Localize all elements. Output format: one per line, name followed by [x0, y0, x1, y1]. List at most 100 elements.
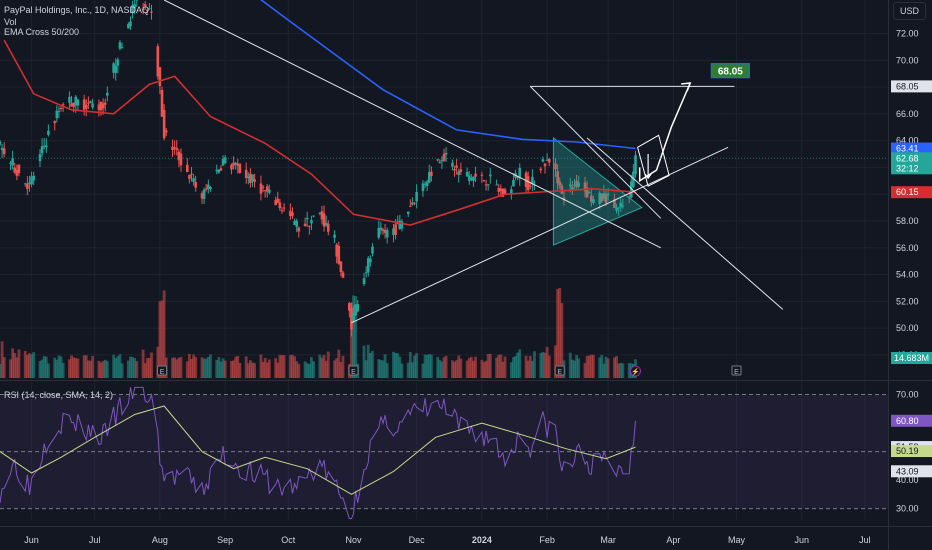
volume-bar	[249, 360, 252, 378]
ema-legend[interactable]: EMA Cross 50/200	[4, 27, 80, 37]
rsi-legend[interactable]: RSI (14, close, SMA, 14, 2)	[4, 390, 114, 400]
candle-body	[453, 168, 456, 171]
candle-body	[82, 99, 86, 110]
candle-body	[392, 228, 395, 235]
candle-body	[26, 183, 29, 189]
volume-bar	[297, 363, 301, 378]
candle-body	[369, 258, 372, 263]
candle-body	[348, 303, 351, 311]
candle-body	[394, 224, 397, 235]
volume-bar	[282, 355, 286, 378]
ema200-line	[259, 0, 636, 150]
time-axis-label: May	[728, 535, 746, 545]
rsi-value-tag-bg	[891, 414, 932, 427]
candle-body	[326, 223, 330, 232]
candle-body	[38, 154, 42, 162]
target-label-box	[710, 63, 750, 79]
volume-bar	[324, 360, 328, 378]
volume-bar	[97, 360, 101, 378]
candle-body	[234, 162, 237, 165]
candle-body	[423, 183, 427, 185]
volume-bar	[556, 289, 560, 378]
volume-bar	[516, 352, 520, 378]
price-tick: 58.00	[896, 216, 919, 226]
volume-bar	[253, 363, 257, 378]
rsi-sma-line	[0, 405, 636, 495]
volume-bar	[606, 358, 610, 378]
candle-body	[30, 176, 33, 185]
volume-bar	[261, 361, 265, 378]
candle-body	[615, 207, 618, 211]
earnings-marker[interactable]	[554, 365, 565, 376]
price-tick: 52.00	[896, 296, 919, 306]
volume-bar	[84, 355, 88, 378]
candle-body	[127, 24, 130, 29]
trendline[interactable]	[163, 0, 661, 249]
earnings-marker[interactable]	[731, 365, 742, 376]
volume-bar	[265, 362, 269, 378]
volume-bar	[267, 359, 271, 378]
volume-bar	[116, 356, 120, 378]
candle-body	[87, 102, 90, 104]
candle-body	[305, 217, 309, 220]
volume-bar	[587, 355, 591, 378]
candle-body	[444, 152, 448, 155]
candle-body	[244, 169, 248, 178]
candle-body	[263, 190, 267, 192]
candle-body	[143, 4, 147, 7]
volume-bar	[0, 363, 2, 378]
volume-bar	[392, 351, 395, 378]
candle-body	[215, 169, 219, 172]
volume-bar	[246, 363, 250, 378]
volume-bar	[558, 288, 562, 378]
earnings-marker[interactable]	[348, 365, 359, 376]
candle-body	[427, 172, 431, 183]
volume-bar	[570, 359, 574, 378]
candle-body	[200, 193, 204, 199]
candle-body	[495, 184, 498, 186]
candle-body	[619, 202, 623, 208]
volume-bar	[42, 356, 46, 378]
trendline[interactable]	[351, 146, 729, 324]
volume-bar	[497, 354, 501, 378]
volume-bar	[326, 351, 330, 378]
candle-body	[15, 169, 19, 176]
volume-bar	[362, 345, 366, 378]
earnings-marker-label: E	[734, 369, 739, 376]
projection-arrow[interactable]	[638, 82, 691, 183]
volume-bar	[482, 362, 486, 378]
volume-legend[interactable]: Vol	[4, 17, 17, 27]
symbol-legend[interactable]: PayPal Holdings, Inc., 1D, NASDAQ	[4, 5, 150, 15]
volume-bar	[307, 363, 311, 378]
candle-body	[261, 186, 265, 188]
candle-body	[156, 46, 160, 77]
volume-bar	[484, 360, 488, 378]
volume-bar	[44, 356, 48, 378]
earnings-marker[interactable]	[157, 365, 168, 376]
volume-bar	[59, 356, 63, 378]
trendline[interactable]	[529, 86, 662, 219]
volume-bar	[70, 355, 73, 378]
volume-bar	[438, 360, 442, 378]
time-axis-label: Jun	[24, 535, 39, 545]
candle-body	[629, 181, 633, 198]
candle-body	[164, 130, 168, 133]
volume-bar	[394, 353, 398, 378]
volume-bar	[251, 362, 254, 378]
volume-bar	[573, 360, 576, 378]
volume-bar	[526, 360, 530, 378]
trendline[interactable]	[586, 137, 784, 310]
volume-bar	[171, 357, 174, 378]
currency-button[interactable]: USD	[892, 2, 926, 20]
candle-body	[280, 210, 284, 212]
volume-bar	[120, 363, 124, 378]
volume-bar	[322, 354, 326, 378]
volume-bar	[15, 357, 19, 378]
volume-bar	[135, 361, 139, 378]
time-axis-label: Oct	[281, 535, 296, 545]
volume-bar	[472, 360, 475, 378]
dividend-icon[interactable]	[629, 365, 641, 377]
candle-body	[352, 312, 355, 321]
projection-box[interactable]	[637, 134, 670, 187]
